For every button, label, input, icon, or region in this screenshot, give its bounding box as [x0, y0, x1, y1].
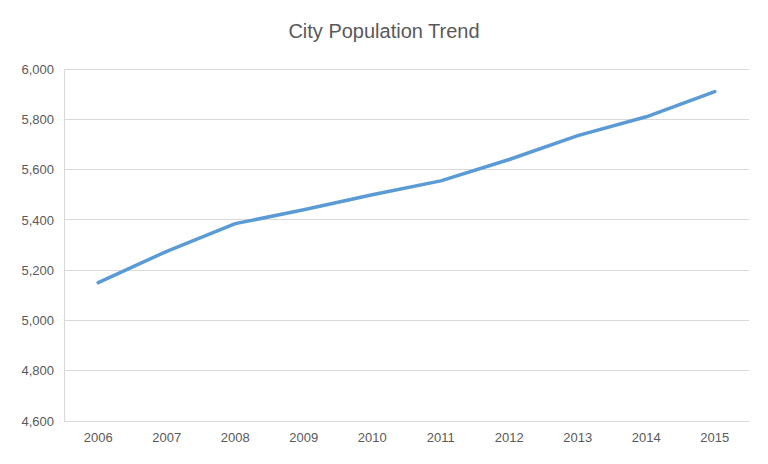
x-tick-label: 2008: [221, 430, 250, 445]
line: [98, 92, 715, 283]
grid: [64, 69, 749, 421]
x-tick-label: 2007: [152, 430, 181, 445]
x-tick: 2014: [632, 421, 661, 445]
grid-line: [64, 169, 749, 170]
grid-line: [64, 219, 749, 220]
grid-line: [64, 370, 749, 371]
x-tick: 2015: [700, 421, 729, 445]
y-tick: 4,800: [21, 363, 64, 378]
y-tick-label: 6,000: [21, 62, 54, 77]
x-tick-label: 2011: [427, 430, 455, 445]
y-axis-line: [64, 70, 65, 422]
x-tick: 2011: [427, 421, 455, 445]
x-tick: 2010: [358, 421, 387, 445]
x-axis: 2006 2007 2008 2009 2010 2011 2012 2013 2014 2015: [65, 421, 750, 445]
x-tick: 2009: [289, 421, 318, 445]
grid-line: [64, 320, 749, 321]
x-tick: 2012: [495, 421, 524, 445]
x-axis-line: [65, 421, 750, 422]
y-tick: 5,400: [21, 213, 64, 228]
x-tick-label: 2009: [289, 430, 318, 445]
y-tick-label: 5,200: [21, 263, 54, 278]
chart-title: City Population Trend: [288, 20, 479, 42]
y-tick-label: 5,000: [21, 313, 54, 328]
y-tick-label: 5,800: [21, 112, 54, 127]
x-tick: 2008: [221, 421, 250, 445]
x-tick-label: 2012: [495, 430, 524, 445]
y-axis: 4,600 4,800 5,000 5,200 5,400 5,600 5,800 6,000: [21, 62, 64, 429]
x-tick-label: 2006: [84, 430, 113, 445]
x-tick-label: 2013: [563, 430, 592, 445]
x-tick: 2006: [84, 421, 113, 445]
x-tick: 2013: [563, 421, 592, 445]
y-tick: 5,600: [21, 162, 64, 177]
x-tick-label: 2010: [358, 430, 387, 445]
y-tick-label: 5,600: [21, 162, 54, 177]
x-tick-label: 2014: [632, 430, 661, 445]
grid-line: [64, 119, 749, 120]
grid-line: [64, 270, 749, 271]
x-tick: 2007: [152, 421, 181, 445]
y-tick: 6,000: [21, 62, 64, 77]
y-tick-label: 4,800: [21, 363, 54, 378]
y-tick-label: 4,600: [21, 414, 54, 429]
x-tick-label: 2015: [700, 430, 729, 445]
y-tick: 5,000: [21, 313, 64, 328]
grid-line: [64, 421, 749, 422]
y-tick: 4,600: [21, 414, 64, 429]
y-tick: 5,200: [21, 263, 64, 278]
plot: 4,600 4,800 5,000 5,200 5,400 5,600 5,800 6,000…: [21, 62, 749, 446]
chart: City Population Trend 4,600 4,800 5,000 5,20…: [0, 0, 768, 464]
grid-line: [64, 69, 749, 70]
series: [98, 92, 715, 283]
y-tick-label: 5,400: [21, 213, 54, 228]
y-tick: 5,800: [21, 112, 64, 127]
